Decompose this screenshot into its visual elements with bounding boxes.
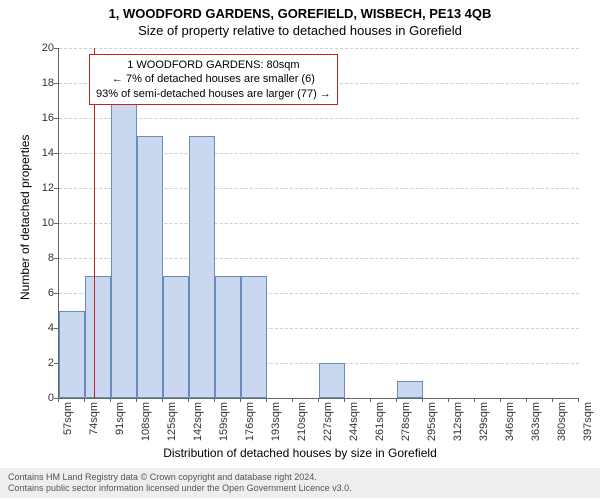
x-tick-label: 397sqm (582, 402, 594, 452)
y-tick-label: 4 (24, 322, 54, 334)
y-tick-label: 8 (24, 252, 54, 264)
y-tick-label: 10 (24, 217, 54, 229)
x-tick-label: 108sqm (140, 402, 152, 452)
histogram-bar (163, 276, 189, 399)
histogram-bar (85, 276, 111, 399)
histogram-bar (111, 101, 137, 399)
footer-line2: Contains public sector information licen… (8, 483, 592, 494)
y-tick-label: 20 (24, 42, 54, 54)
y-tick-label: 18 (24, 77, 54, 89)
histogram-bar (137, 136, 163, 399)
x-tick-label: 159sqm (218, 402, 230, 452)
x-tick-label: 261sqm (374, 402, 386, 452)
footer: Contains HM Land Registry data © Crown c… (0, 468, 600, 499)
x-tick-mark (58, 398, 59, 402)
x-tick-label: 244sqm (348, 402, 360, 452)
x-tick-mark (266, 398, 267, 402)
y-tick-label: 2 (24, 357, 54, 369)
x-tick-mark (448, 398, 449, 402)
grid-line (59, 118, 579, 119)
histogram-bar (397, 381, 423, 399)
x-tick-mark (84, 398, 85, 402)
histogram-bar (189, 136, 215, 399)
histogram-bar (215, 276, 241, 399)
y-tick-label: 0 (24, 392, 54, 404)
histogram-bar (241, 276, 267, 399)
plot-area: 1 WOODFORD GARDENS: 80sqm ← 7% of detach… (58, 48, 579, 399)
x-tick-label: 176sqm (244, 402, 256, 452)
y-tick-mark (54, 328, 58, 329)
grid-line (59, 48, 579, 49)
x-tick-label: 363sqm (530, 402, 542, 452)
y-tick-mark (54, 363, 58, 364)
y-tick-mark (54, 223, 58, 224)
y-tick-label: 6 (24, 287, 54, 299)
x-tick-label: 125sqm (166, 402, 178, 452)
x-tick-label: 295sqm (426, 402, 438, 452)
x-tick-label: 329sqm (478, 402, 490, 452)
x-tick-label: 193sqm (270, 402, 282, 452)
x-tick-mark (552, 398, 553, 402)
y-tick-label: 12 (24, 182, 54, 194)
histogram-bar (319, 363, 345, 398)
annotation-line2: ← 7% of detached houses are smaller (6) (96, 72, 331, 86)
x-tick-label: 91sqm (114, 402, 126, 452)
x-tick-label: 278sqm (400, 402, 412, 452)
x-tick-label: 142sqm (192, 402, 204, 452)
y-tick-mark (54, 188, 58, 189)
chart-container: 1, WOODFORD GARDENS, GOREFIELD, WISBECH,… (0, 0, 600, 500)
footer-line1: Contains HM Land Registry data © Crown c… (8, 472, 592, 483)
x-tick-label: 57sqm (62, 402, 74, 452)
x-tick-mark (110, 398, 111, 402)
y-tick-mark (54, 48, 58, 49)
x-tick-mark (344, 398, 345, 402)
x-tick-mark (162, 398, 163, 402)
x-tick-mark (240, 398, 241, 402)
x-tick-mark (370, 398, 371, 402)
x-tick-label: 346sqm (504, 402, 516, 452)
y-tick-mark (54, 153, 58, 154)
x-tick-mark (526, 398, 527, 402)
x-tick-label: 74sqm (88, 402, 100, 452)
y-tick-mark (54, 83, 58, 84)
x-tick-mark (188, 398, 189, 402)
y-tick-mark (54, 258, 58, 259)
x-tick-label: 210sqm (296, 402, 308, 452)
y-tick-label: 14 (24, 147, 54, 159)
annotation-box: 1 WOODFORD GARDENS: 80sqm ← 7% of detach… (89, 54, 338, 105)
x-tick-mark (292, 398, 293, 402)
x-tick-label: 312sqm (452, 402, 464, 452)
x-tick-mark (396, 398, 397, 402)
x-tick-mark (422, 398, 423, 402)
title-line2: Size of property relative to detached ho… (0, 21, 600, 38)
x-tick-mark (136, 398, 137, 402)
x-tick-mark (318, 398, 319, 402)
x-tick-label: 227sqm (322, 402, 334, 452)
histogram-bar (59, 311, 85, 399)
x-tick-mark (500, 398, 501, 402)
x-tick-mark (474, 398, 475, 402)
x-tick-label: 380sqm (556, 402, 568, 452)
x-tick-mark (578, 398, 579, 402)
annotation-line1: 1 WOODFORD GARDENS: 80sqm (96, 58, 331, 72)
y-tick-mark (54, 293, 58, 294)
y-tick-mark (54, 118, 58, 119)
y-tick-label: 16 (24, 112, 54, 124)
annotation-line3: 93% of semi-detached houses are larger (… (96, 87, 331, 101)
title-line1: 1, WOODFORD GARDENS, GOREFIELD, WISBECH,… (0, 0, 600, 21)
x-tick-mark (214, 398, 215, 402)
